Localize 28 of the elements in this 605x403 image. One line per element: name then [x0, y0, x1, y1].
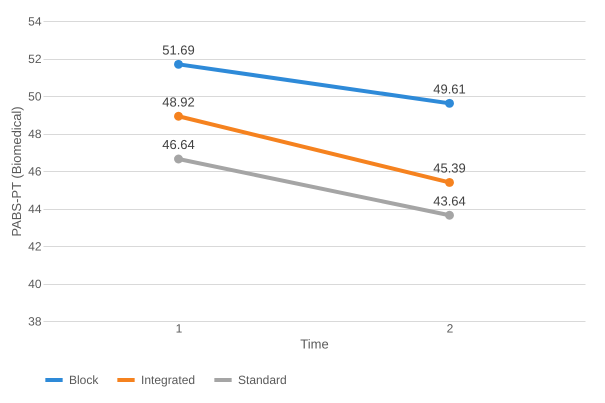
data-label: 49.61	[433, 81, 466, 96]
point	[445, 98, 454, 108]
point	[174, 60, 183, 69]
y-tick-label: 44	[28, 202, 42, 216]
x-axis-title: Time	[300, 336, 329, 352]
x-tick-label: 2	[446, 322, 454, 336]
data-label: 45.39	[433, 160, 466, 176]
y-tick-label: 48	[28, 127, 42, 141]
y-tick-label: 38	[28, 314, 42, 328]
legend-label: Block	[69, 373, 100, 387]
y-axis-title: PABS-PT (Biomedical)	[9, 106, 24, 237]
point	[445, 178, 454, 187]
y-tick-label: 46	[28, 164, 42, 178]
y-tick-label: 54	[28, 14, 42, 28]
data-label: 46.64	[162, 137, 195, 152]
legend-label: Integrated	[141, 373, 196, 387]
point	[445, 210, 454, 220]
y-tick-label: 40	[28, 277, 42, 291]
y-tick-label: 50	[28, 90, 42, 104]
x-tick-label: 1	[176, 322, 183, 336]
data-label: 51.69	[162, 42, 195, 58]
legend-label: Standard	[238, 373, 287, 387]
data-label: 48.92	[162, 94, 195, 110]
point	[174, 112, 183, 121]
y-tick-label: 52	[28, 52, 42, 66]
data-label: 43.64	[433, 193, 466, 208]
y-tick-label: 42	[28, 240, 42, 254]
point	[174, 154, 183, 164]
